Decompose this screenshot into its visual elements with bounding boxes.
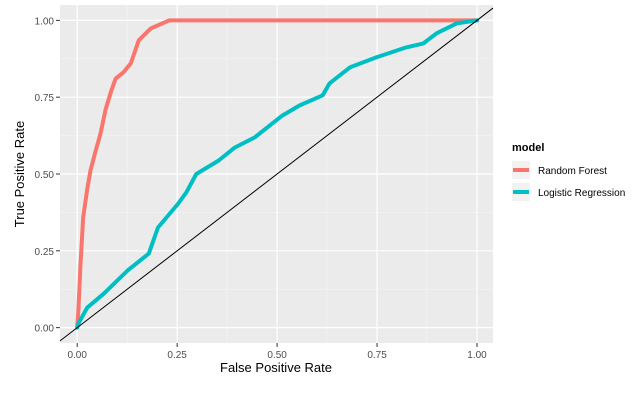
x-tick-label: 0.75 bbox=[367, 350, 387, 361]
series-line-random-forest bbox=[75, 18, 479, 330]
legend-title: model bbox=[512, 142, 544, 154]
y-tick-label: 0.00 bbox=[35, 324, 55, 335]
diagonal-reference-line bbox=[59, 7, 494, 342]
x-tick-label: 0.50 bbox=[267, 350, 287, 361]
y-tick-label: 1.00 bbox=[35, 16, 55, 27]
x-tick-label: 0.25 bbox=[167, 350, 187, 361]
x-tick-label: 0.00 bbox=[67, 350, 87, 361]
y-tick-label: 0.50 bbox=[35, 170, 55, 181]
y-tick-label: 0.75 bbox=[35, 93, 55, 104]
legend-label: Logistic Regression bbox=[538, 188, 625, 199]
x-tick-label: 1.00 bbox=[467, 350, 487, 361]
y-axis-label: True Positive Rate bbox=[12, 121, 27, 227]
y-tick-label: 0.25 bbox=[35, 247, 55, 258]
legend-label: Random Forest bbox=[538, 166, 607, 177]
x-axis-label: False Positive Rate bbox=[220, 360, 332, 375]
series-line-logistic-regression bbox=[75, 18, 479, 330]
